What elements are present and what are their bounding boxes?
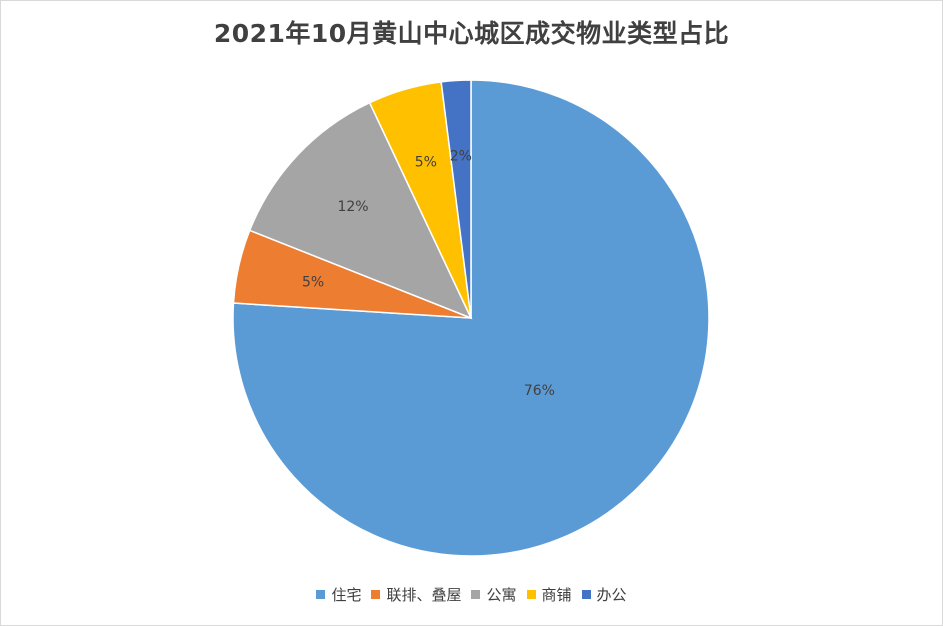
legend-item: 公寓 bbox=[471, 584, 517, 605]
legend-label: 商铺 bbox=[541, 586, 572, 604]
pie-slice bbox=[248, 101, 473, 320]
pie-slice bbox=[440, 79, 472, 319]
legend-swatch bbox=[526, 590, 536, 599]
data-label: 5% bbox=[302, 275, 324, 291]
data-label: 12% bbox=[337, 199, 368, 215]
legend-item: 联排、叠屋 bbox=[371, 584, 461, 605]
chart-title: 2021年10月黄山中心城区成交物业类型占比 bbox=[213, 19, 730, 48]
legend-label: 公寓 bbox=[486, 586, 517, 604]
legend-item: 住宅 bbox=[316, 584, 361, 605]
legend-item: 商铺 bbox=[526, 584, 572, 605]
legend-swatch bbox=[316, 590, 326, 599]
chart-legend: 住宅 联排、叠屋 公寓 商铺 办公 bbox=[0, 584, 943, 605]
legend-label: 联排、叠屋 bbox=[386, 586, 462, 604]
legend-swatch bbox=[371, 590, 381, 599]
legend-label: 住宅 bbox=[331, 586, 362, 604]
pie-slice bbox=[232, 79, 710, 557]
data-label: 5% bbox=[415, 155, 437, 171]
legend-swatch bbox=[471, 590, 481, 599]
legend-swatch bbox=[581, 590, 591, 599]
legend-label: 办公 bbox=[596, 586, 627, 604]
legend-item: 办公 bbox=[581, 584, 627, 605]
data-label: 76% bbox=[524, 383, 555, 399]
data-label: 2% bbox=[450, 149, 472, 165]
